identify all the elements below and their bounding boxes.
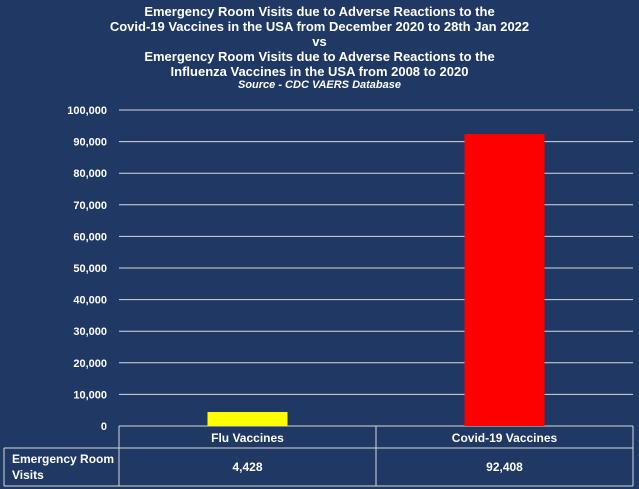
x-tick-label: Covid-19 Vaccines bbox=[452, 431, 558, 445]
title-line-1: Emergency Room Visits due to Adverse Rea… bbox=[144, 4, 495, 19]
y-tick-label: 60,000 bbox=[73, 231, 107, 243]
y-tick-label: 20,000 bbox=[73, 358, 107, 370]
y-tick-label: 80,000 bbox=[73, 168, 107, 180]
chart-titles: Emergency Room Visits due to Adverse Rea… bbox=[0, 4, 639, 92]
title-line-5: Influenza Vaccines in the USA from 2008 … bbox=[170, 64, 469, 79]
bar bbox=[464, 133, 545, 426]
y-tick-label: 50,000 bbox=[73, 263, 107, 275]
chart-subtitle: Source - CDC VAERS Database bbox=[237, 79, 401, 91]
y-tick-label: 10,000 bbox=[73, 389, 107, 401]
title-line-2: Covid-19 Vaccines in the USA from Decemb… bbox=[109, 19, 530, 34]
table-value: 92,408 bbox=[486, 460, 523, 474]
title-line-3: vs bbox=[312, 34, 327, 49]
table-row-label: Emergency Room Visits bbox=[12, 452, 114, 482]
y-tick-label: 100,000 bbox=[67, 105, 107, 117]
y-tick-label: 40,000 bbox=[73, 295, 107, 307]
bar bbox=[207, 412, 288, 426]
y-tick-label: 30,000 bbox=[73, 326, 107, 338]
y-tick-label: 70,000 bbox=[73, 200, 107, 212]
table-value: 4,428 bbox=[232, 460, 262, 474]
title-line-4: Emergency Room Visits due to Adverse Rea… bbox=[144, 49, 495, 64]
y-tick-label: 90,000 bbox=[73, 137, 107, 149]
y-tick-label: 0 bbox=[101, 421, 107, 433]
x-tick-label: Flu Vaccines bbox=[211, 431, 284, 445]
